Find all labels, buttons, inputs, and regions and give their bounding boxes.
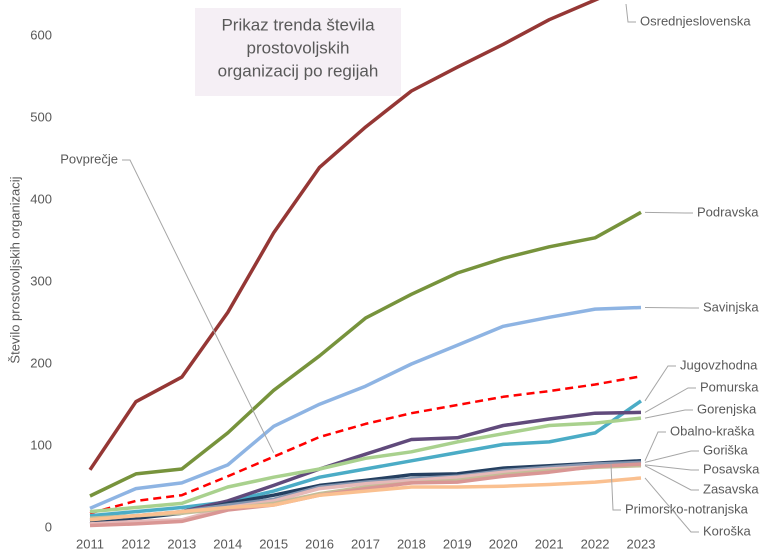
leader-line: [644, 211, 693, 214]
chart-title: prostovoljskih: [247, 38, 350, 57]
x-tick-label: 2018: [397, 536, 426, 550]
leader-line: [644, 365, 676, 402]
series-line: [89, 210, 642, 498]
x-tick-label: 2019: [443, 536, 472, 550]
y-tick-label: 200: [30, 355, 52, 370]
x-tick-label: 2021: [535, 536, 564, 550]
leader-line: [644, 306, 699, 309]
series-label: Podravska: [697, 204, 759, 219]
x-tick-label: 2015: [259, 536, 288, 550]
x-tick-label: 2013: [167, 536, 196, 550]
x-tick-label: 2012: [121, 536, 150, 550]
leader-line: [610, 464, 621, 511]
series-label: Savinjska: [703, 299, 759, 314]
y-tick-label: 600: [30, 28, 52, 43]
x-tick-label: 2014: [213, 536, 242, 550]
leader-line: [122, 159, 275, 453]
chart-title: Prikaz trenda števila: [221, 15, 375, 34]
series-line: [89, 399, 643, 518]
leader-line: [644, 477, 699, 533]
y-tick-label: 400: [30, 191, 52, 206]
series-label: Koroška: [703, 523, 751, 538]
series-label: Povprečje: [60, 151, 118, 166]
leader-line: [644, 409, 693, 419]
y-tick-label: 300: [30, 273, 52, 288]
leader-line: [644, 465, 699, 491]
series-label: Jugovzhodna: [680, 357, 758, 372]
leader-line: [644, 450, 699, 463]
series-line: [89, 476, 642, 522]
x-tick-label: 2017: [351, 536, 380, 550]
series-line: [89, 416, 642, 514]
series-label: Osrednjeslovenska: [640, 13, 751, 28]
plot-area: [88, 0, 643, 528]
leader-line: [644, 431, 666, 461]
series-label: Obalno-kraška: [670, 423, 755, 438]
x-tick-label: 2016: [305, 536, 334, 550]
series-line: [89, 375, 642, 515]
leader-line: [644, 464, 699, 471]
leader-line: [625, 3, 636, 23]
series-line: [89, 305, 642, 510]
x-tick-label: 2011: [76, 536, 104, 550]
leader-line: [644, 387, 696, 413]
series-line: [89, 462, 642, 528]
series-label: Gorenjska: [697, 401, 757, 416]
y-axis-label: Število prostovoljskih organizacij: [7, 176, 22, 363]
series-label: Goriška: [703, 442, 749, 457]
series-label: Primorsko-notranjska: [625, 501, 749, 516]
series-label: Posavska: [703, 461, 760, 476]
y-tick-label: 500: [30, 109, 52, 124]
x-tick-label: 2022: [581, 536, 610, 550]
series-label: Pomurska: [700, 379, 759, 394]
y-tick-label: 100: [30, 437, 52, 452]
chart-title: organizacij po regijah: [218, 61, 379, 80]
series-line: [88, 0, 600, 471]
y-tick-label: 0: [45, 519, 52, 534]
title-box: [195, 8, 401, 96]
x-tick-label: 2020: [489, 536, 518, 550]
x-tick-label: 2023: [627, 536, 656, 550]
series-label: Zasavska: [703, 481, 759, 496]
